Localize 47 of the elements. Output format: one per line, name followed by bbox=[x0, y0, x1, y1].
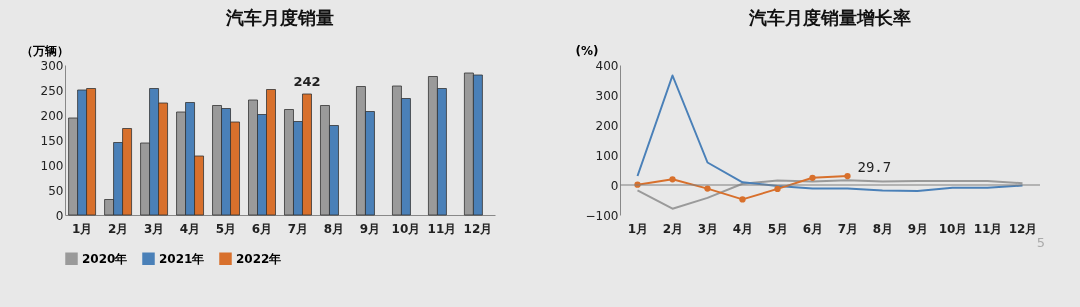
y-axis-title: (%) bbox=[575, 43, 599, 58]
data-label: 29.7 bbox=[857, 159, 892, 176]
x-tick-label: 2月 bbox=[662, 221, 684, 236]
y-tick-label: 100 bbox=[40, 158, 64, 173]
y-tick-label: 50 bbox=[48, 183, 64, 198]
y-tick-label: −100 bbox=[585, 208, 619, 223]
x-tick-label: 8月 bbox=[872, 221, 894, 236]
y-tick-label: 300 bbox=[595, 88, 619, 103]
y-tick-label: 0 bbox=[610, 178, 619, 193]
y-tick-label: 0 bbox=[55, 208, 64, 223]
x-tick-label: 10月 bbox=[391, 221, 421, 236]
x-tick-label: 5月 bbox=[215, 221, 237, 236]
x-tick-label: 5月 bbox=[767, 221, 789, 236]
x-tick-label: 12月 bbox=[463, 221, 493, 236]
y-tick-label: 100 bbox=[595, 148, 619, 163]
x-tick-label: 8月 bbox=[323, 221, 345, 236]
x-tick-label: 3月 bbox=[143, 221, 165, 236]
x-tick-label: 1月 bbox=[627, 221, 649, 236]
legend-label: 2022年 bbox=[236, 251, 282, 266]
x-tick-label: 9月 bbox=[907, 221, 929, 236]
x-tick-label: 9月 bbox=[359, 221, 381, 236]
chart-title: 汽车月度销量 bbox=[225, 7, 334, 28]
y-tick-label: 150 bbox=[40, 133, 64, 148]
legend-label: 2020年 bbox=[82, 251, 128, 266]
y-tick-label: 200 bbox=[595, 118, 619, 133]
legend-label: 2021年 bbox=[159, 251, 205, 266]
y-tick-label: 400 bbox=[595, 58, 619, 73]
x-tick-label: 7月 bbox=[837, 221, 859, 236]
x-tick-label: 2月 bbox=[107, 221, 129, 236]
text: 5 bbox=[1036, 235, 1045, 250]
x-tick-label: 4月 bbox=[732, 221, 754, 236]
x-tick-label: 11月 bbox=[427, 221, 457, 236]
x-tick-label: 11月 bbox=[973, 221, 1003, 236]
y-tick-label: 250 bbox=[40, 83, 64, 98]
x-tick-label: 4月 bbox=[179, 221, 201, 236]
x-tick-label: 10月 bbox=[938, 221, 968, 236]
x-tick-label: 12月 bbox=[1008, 221, 1038, 236]
y-tick-label: 300 bbox=[40, 58, 64, 73]
y-tick-label: 200 bbox=[40, 108, 64, 123]
x-tick-label: 3月 bbox=[697, 221, 719, 236]
chart-title: 汽车月度销量增长率 bbox=[748, 7, 911, 28]
data-label: 242 bbox=[293, 74, 321, 89]
x-tick-label: 1月 bbox=[71, 221, 93, 236]
x-tick-label: 6月 bbox=[802, 221, 824, 236]
x-tick-label: 7月 bbox=[287, 221, 309, 236]
x-tick-label: 6月 bbox=[251, 221, 273, 236]
y-axis-title: （万辆） bbox=[20, 43, 69, 58]
